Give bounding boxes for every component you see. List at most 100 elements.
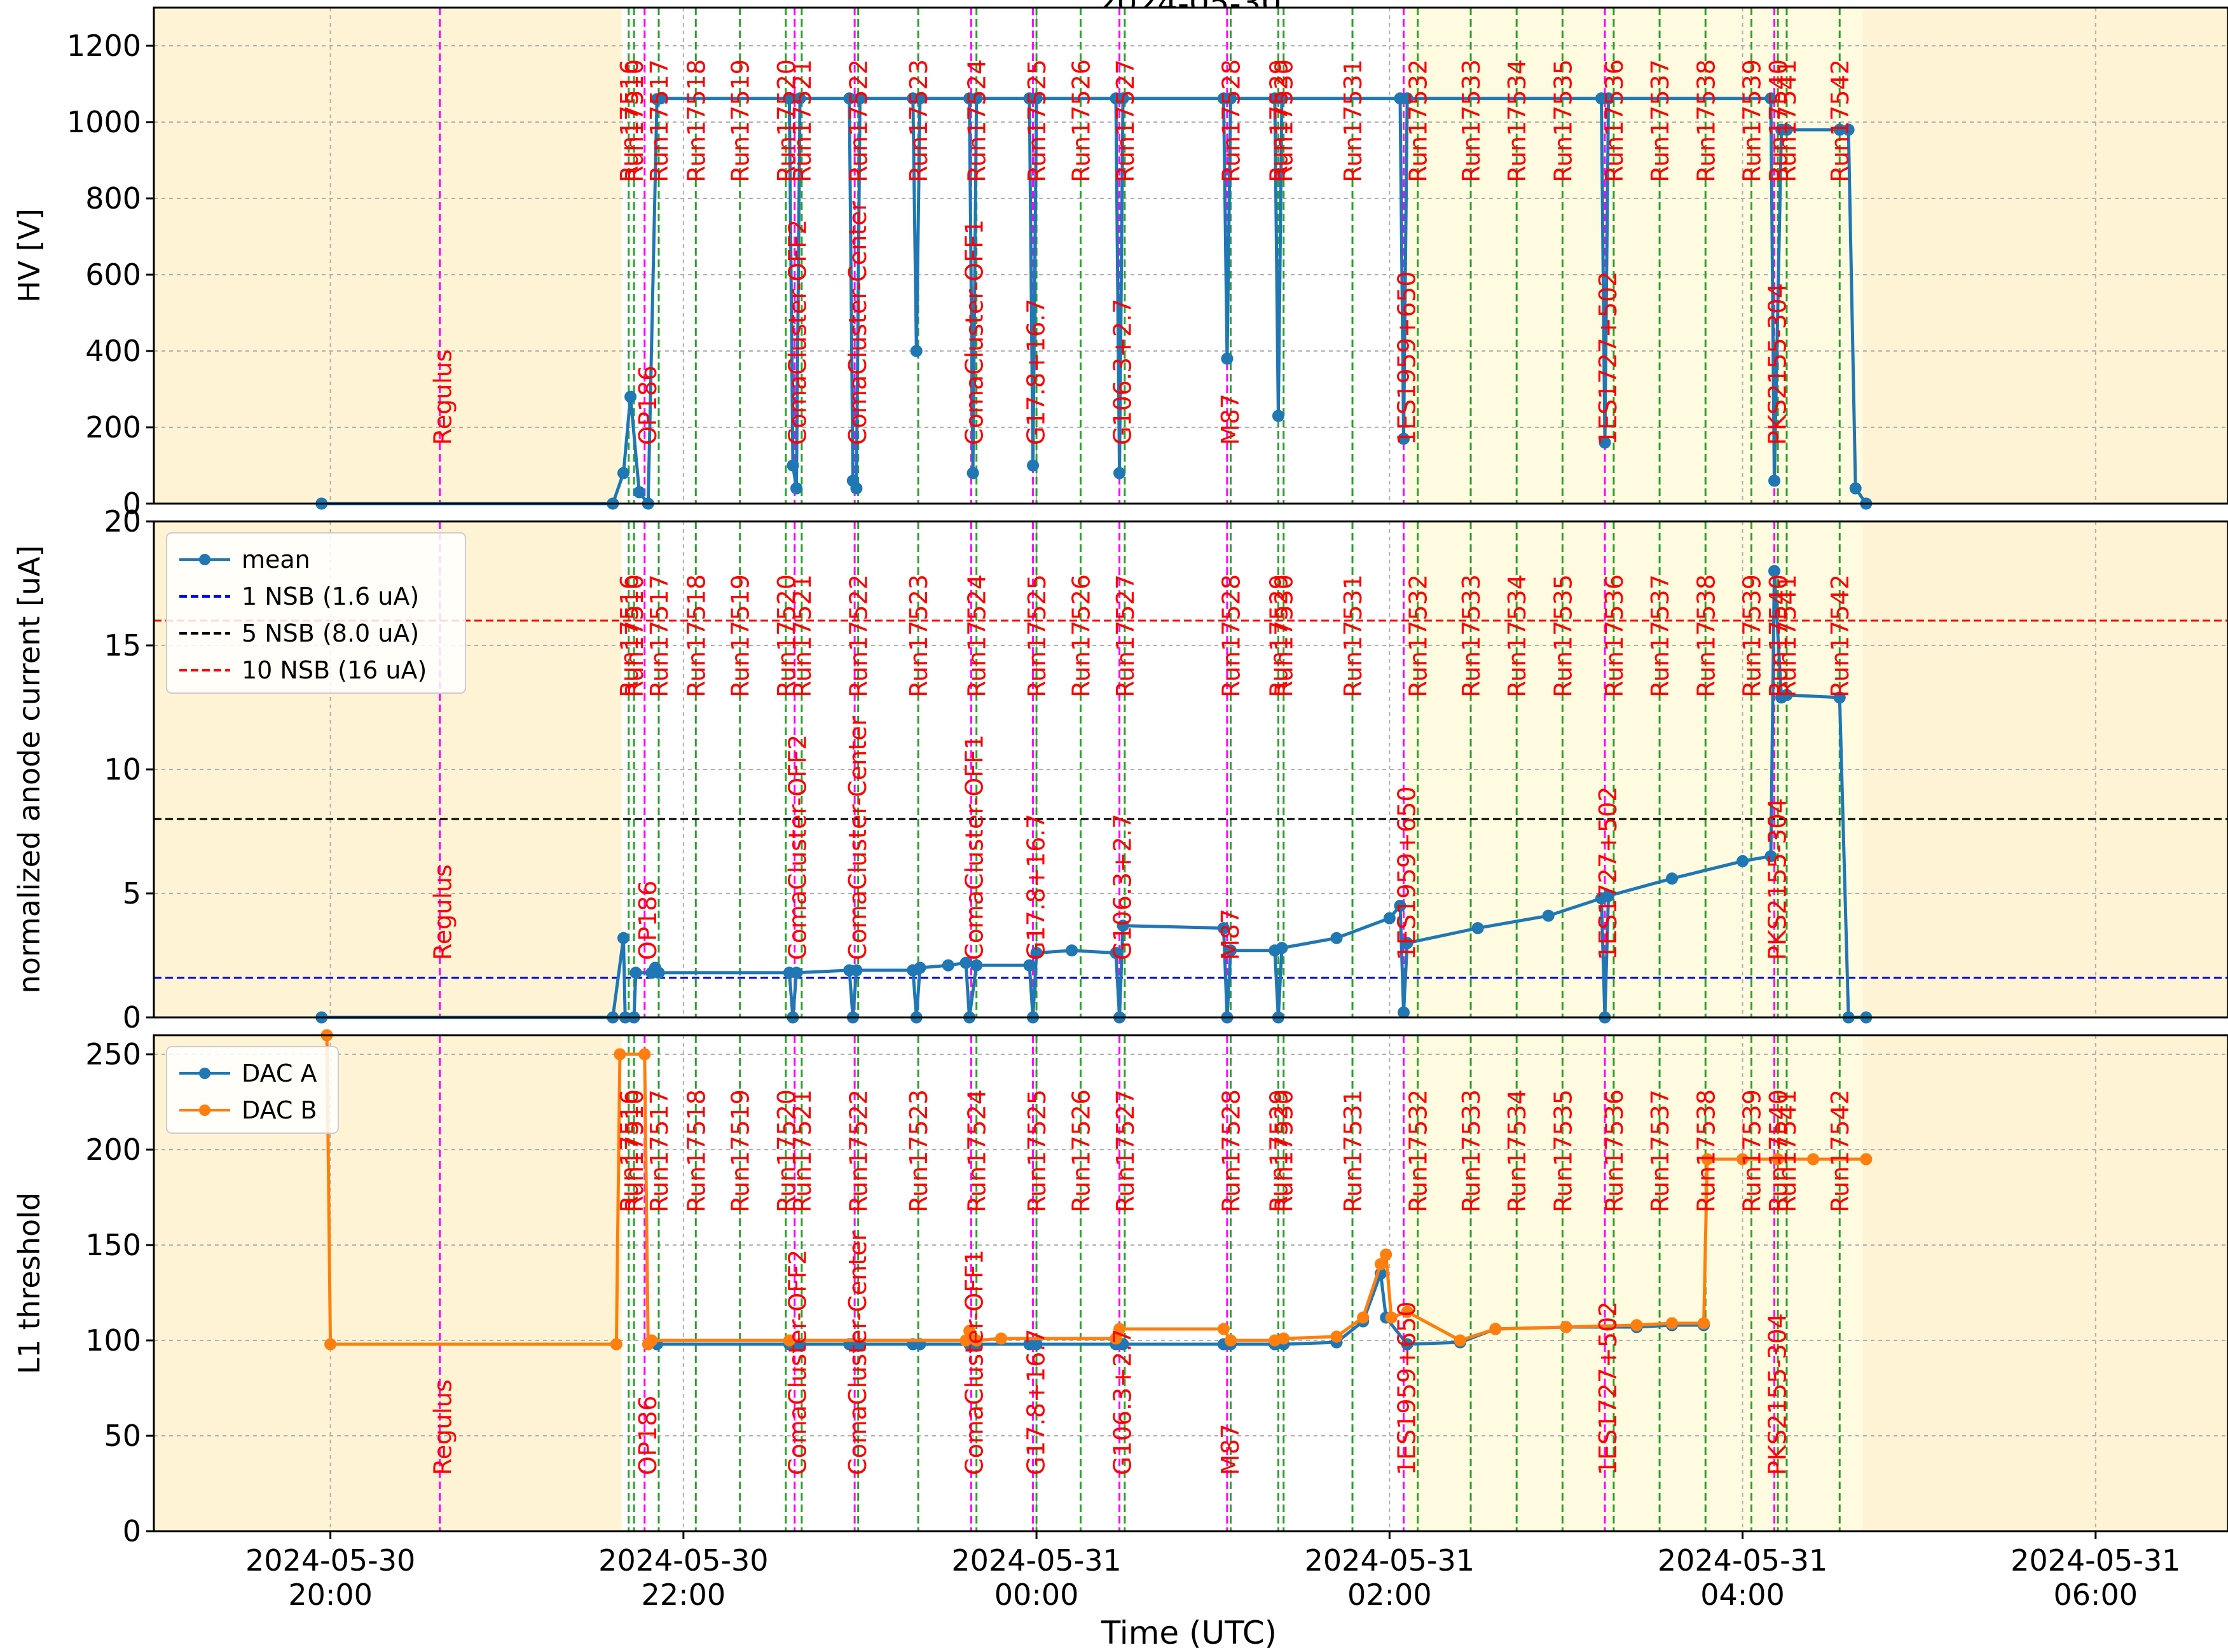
run-label: Run17535 — [1549, 574, 1577, 698]
x-tick-time: 00:00 — [994, 1578, 1079, 1612]
data-point — [1780, 689, 1793, 701]
run-label: Run17535 — [1549, 59, 1577, 182]
data-point — [614, 1048, 626, 1061]
x-tick-date: 2024-05-31 — [1658, 1543, 1827, 1578]
data-point — [1768, 565, 1781, 577]
y-tick-label: 1000 — [67, 105, 141, 139]
data-point — [1110, 947, 1122, 960]
run-label: Run17520 — [773, 574, 801, 698]
run-label: Run17542 — [1826, 1089, 1854, 1213]
x-tick-time: 06:00 — [2053, 1578, 2138, 1612]
y-tick-label: 0 — [123, 486, 141, 521]
data-point — [1454, 1334, 1466, 1347]
data-point — [638, 1048, 651, 1061]
data-point — [1330, 1330, 1343, 1343]
y-axis-label: normalized anode current [uA] — [12, 546, 46, 994]
data-point — [1030, 92, 1043, 105]
source-label: OP186 — [634, 366, 662, 445]
y-tick-label: 0 — [123, 1514, 141, 1548]
run-label: Run17531 — [1339, 1089, 1367, 1213]
source-label: ComaCluster-OFF2 — [784, 734, 812, 960]
data-point — [1030, 947, 1043, 960]
data-point — [1272, 410, 1284, 422]
data-point — [1027, 459, 1040, 472]
run-label: Run17542 — [1826, 574, 1854, 698]
run-label: Run17528 — [1217, 59, 1245, 182]
y-tick-label: 10 — [104, 752, 141, 787]
source-label: G17.8+16.7 — [1022, 298, 1050, 445]
data-point — [1602, 890, 1615, 902]
data-point — [783, 1334, 795, 1347]
data-point — [1221, 352, 1234, 365]
data-point — [1117, 92, 1129, 105]
x-tick-time: 22:00 — [642, 1578, 726, 1612]
run-label: Run17532 — [1405, 59, 1433, 182]
data-point — [853, 92, 866, 105]
data-point — [1860, 1153, 1873, 1166]
data-point — [617, 467, 629, 479]
run-label: Run17517 — [645, 574, 673, 698]
run-label: Run17538 — [1692, 59, 1720, 182]
data-point — [787, 459, 799, 472]
data-point — [1401, 1305, 1413, 1318]
data-point — [1276, 92, 1288, 105]
data-point — [942, 959, 954, 972]
data-point — [1542, 909, 1555, 922]
run-label: Run17516 — [615, 1089, 643, 1213]
run-label: Run17532 — [1405, 574, 1433, 698]
run-label: Run17539 — [1738, 1089, 1766, 1213]
run-label: Run17527 — [1111, 574, 1139, 698]
legend-marker — [199, 554, 210, 565]
data-point — [1113, 1323, 1126, 1335]
data-point — [1833, 691, 1846, 704]
data-point — [850, 964, 863, 977]
legend-label: 5 NSB (8.0 uA) — [242, 619, 419, 647]
run-label: Run17520 — [773, 59, 801, 182]
source-label: 1ES1727+502 — [1594, 1302, 1622, 1475]
x-tick-date: 2024-05-31 — [1305, 1543, 1475, 1578]
data-point — [1401, 92, 1413, 105]
source-label: 1ES1727+502 — [1594, 272, 1622, 445]
run-label: Run17540 — [1764, 59, 1792, 182]
series-line — [321, 570, 1866, 1019]
source-label: G106.3+2.7 — [1109, 298, 1137, 445]
run-label: Run17525 — [1023, 59, 1051, 182]
run-label: Run17523 — [905, 574, 933, 698]
run-label: Run17510 — [621, 59, 649, 182]
y-tick-label: 200 — [85, 1132, 141, 1167]
run-label: Run17529 — [1265, 1089, 1293, 1213]
source-label: PKS2155-304 — [1764, 283, 1792, 445]
data-point — [1764, 850, 1777, 862]
run-label: Run17536 — [1600, 59, 1628, 182]
data-point — [1849, 482, 1862, 495]
twilight-band — [1862, 521, 2228, 1017]
run-label: Run17522 — [845, 1089, 873, 1213]
data-point — [1224, 944, 1237, 957]
run-label: Run17534 — [1503, 1089, 1531, 1213]
data-point — [1697, 1317, 1710, 1330]
x-tick-date: 2024-05-30 — [245, 1543, 415, 1578]
legend-label: mean — [242, 546, 310, 574]
data-point — [1330, 932, 1343, 944]
source-label: ComaCluster-Center — [844, 200, 872, 445]
run-label: Run17521 — [788, 59, 816, 182]
run-label: Run17521 — [788, 574, 816, 698]
y-axis-label: HV [V] — [12, 209, 46, 303]
run-label: Run17529 — [1265, 574, 1293, 698]
run-label: Run17542 — [1826, 59, 1854, 182]
data-point — [1602, 92, 1615, 105]
source-label: Regulus — [429, 349, 457, 445]
y-tick-label: 0 — [123, 1000, 141, 1035]
run-label: Run17523 — [905, 1089, 933, 1213]
x-tick-time: 04:00 — [1700, 1578, 1785, 1612]
run-label: Run17537 — [1646, 1089, 1674, 1213]
y-tick-label: 1200 — [67, 29, 141, 63]
run-label: Run17527 — [1111, 59, 1139, 182]
y-axis-label: L1 threshold — [12, 1192, 46, 1374]
run-label: Run17525 — [1023, 1089, 1051, 1213]
data-point — [1666, 872, 1679, 885]
source-label: ComaCluster-Center — [844, 1230, 872, 1475]
run-label: Run17520 — [773, 1089, 801, 1213]
x-tick-date: 2024-05-31 — [2011, 1543, 2180, 1578]
